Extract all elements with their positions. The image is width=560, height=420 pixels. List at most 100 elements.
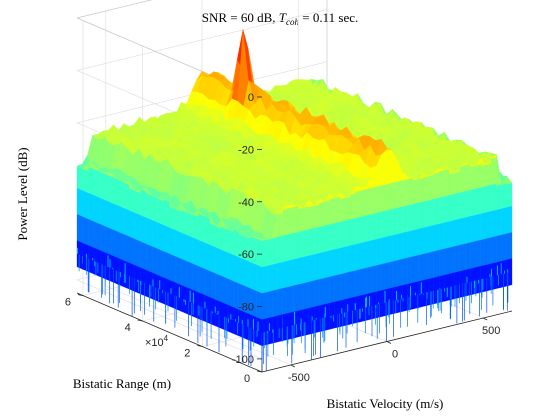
left-skirt-band	[152, 246, 159, 276]
x-tick-0	[290, 364, 296, 368]
front-skirt-band	[339, 197, 346, 223]
front-skirt-band	[277, 235, 283, 264]
front-skirt-band	[308, 280, 315, 309]
front-skirt-band	[506, 206, 513, 234]
front-skirt-band	[397, 180, 403, 209]
left-skirt-band	[215, 226, 222, 251]
front-skirt-band	[334, 274, 341, 302]
front-skirt-band	[350, 218, 356, 246]
front-skirt-band	[386, 182, 393, 211]
front-skirt-band	[485, 237, 492, 266]
front-skirt-band	[282, 234, 289, 263]
front-skirt-band	[418, 227, 424, 256]
front-skirt-band	[350, 296, 356, 325]
front-skirt-band	[324, 200, 330, 226]
left-skirt-band	[192, 263, 199, 293]
range-exponent-power: 4	[164, 334, 169, 343]
front-skirt-band	[506, 232, 513, 261]
front-skirt-band	[272, 289, 278, 318]
front-skirt-band	[303, 281, 310, 310]
front-skirt-band	[298, 207, 304, 233]
left-skirt-band	[82, 190, 89, 220]
front-skirt-band	[407, 177, 414, 206]
front-skirt-band	[287, 285, 294, 314]
front-skirt	[261, 149, 513, 371]
front-skirt-band	[412, 202, 419, 231]
left-skirt-band	[134, 212, 141, 242]
front-skirt-band	[319, 278, 325, 306]
front-skirt-band	[293, 284, 299, 313]
x-tick-label-2: 500	[482, 325, 500, 337]
front-skirt-band	[464, 242, 471, 271]
front-skirt-band	[345, 271, 351, 300]
y-tick-label-0: 0	[244, 373, 250, 385]
left-skirt-band	[163, 251, 170, 281]
left-skirt-band	[215, 273, 222, 303]
front-skirt-band	[298, 230, 304, 259]
front-skirt-band	[397, 232, 403, 261]
chart-title-subscript: coh	[286, 17, 299, 27]
left-skirt-band	[94, 169, 101, 199]
front-skirt-band	[386, 261, 393, 290]
left-skirt-band	[99, 197, 107, 228]
front-skirt-band	[454, 218, 461, 247]
left-skirt-band	[209, 270, 216, 301]
z-tick-label-5: 0	[248, 92, 254, 104]
front-skirt-band	[366, 188, 372, 216]
front-skirt-band	[428, 198, 435, 227]
front-skirt-band	[366, 214, 372, 242]
front-skirt-band	[324, 276, 330, 305]
range-exponent-base: ×10	[145, 337, 164, 349]
front-skirt-band	[454, 244, 461, 273]
front-skirt-band	[386, 235, 393, 264]
left-skirt-band	[256, 264, 263, 294]
left-skirt-band	[88, 166, 95, 196]
front-skirt-band	[360, 215, 367, 244]
front-skirt-band	[355, 216, 362, 245]
left-skirt-band	[227, 229, 234, 256]
front-skirt-band	[308, 206, 315, 230]
left-skirt-band	[76, 240, 83, 270]
front-skirt-band	[444, 247, 450, 276]
front-skirt-band	[381, 236, 388, 265]
left-skirt-band	[169, 206, 176, 231]
left-skirt-band	[192, 214, 199, 241]
y-tick-3	[77, 294, 84, 296]
left-skirt-band	[128, 236, 135, 266]
left-skirt-band	[128, 210, 135, 240]
front-skirt-band	[438, 196, 445, 225]
front-skirt-band	[376, 237, 382, 266]
left-skirt-band	[221, 275, 228, 306]
left-skirt-band	[198, 239, 205, 269]
tick-labels: -500 0 500 0 2 4 6 -100 -80 -60 -40 -20 0	[65, 92, 500, 385]
front-skirt-band	[501, 207, 507, 236]
left-skirt-band	[111, 228, 118, 259]
front-skirt-band	[496, 234, 502, 263]
left-skirt-band	[180, 210, 187, 236]
front-skirt-band	[407, 204, 414, 232]
front-skirt-band	[371, 186, 377, 215]
front-skirt-band	[381, 149, 388, 186]
left-skirt-band	[157, 248, 164, 278]
chart-title-symbol: T	[279, 10, 287, 25]
front-skirt-band	[350, 244, 356, 272]
left-skirt-band	[169, 253, 176, 283]
front-skirt-band	[324, 250, 330, 279]
front-skirt-band	[444, 195, 450, 223]
front-skirt-band	[313, 305, 320, 334]
left-skirt-band	[105, 226, 112, 256]
left-skirt-band	[238, 309, 245, 339]
front-skirt-band	[470, 214, 476, 243]
front-skirt-band	[392, 181, 398, 210]
front-skirt-band	[501, 233, 507, 262]
front-skirt-band	[386, 209, 393, 237]
front-skirt-band	[491, 183, 497, 212]
front-skirt-band	[459, 191, 466, 220]
y-tick-label-2: 4	[125, 322, 131, 334]
left-skirt-band	[198, 213, 205, 243]
front-skirt-band	[293, 258, 299, 286]
front-skirt-band	[392, 207, 398, 236]
left-skirt-band	[82, 242, 89, 272]
front-skirt-band	[334, 248, 341, 276]
